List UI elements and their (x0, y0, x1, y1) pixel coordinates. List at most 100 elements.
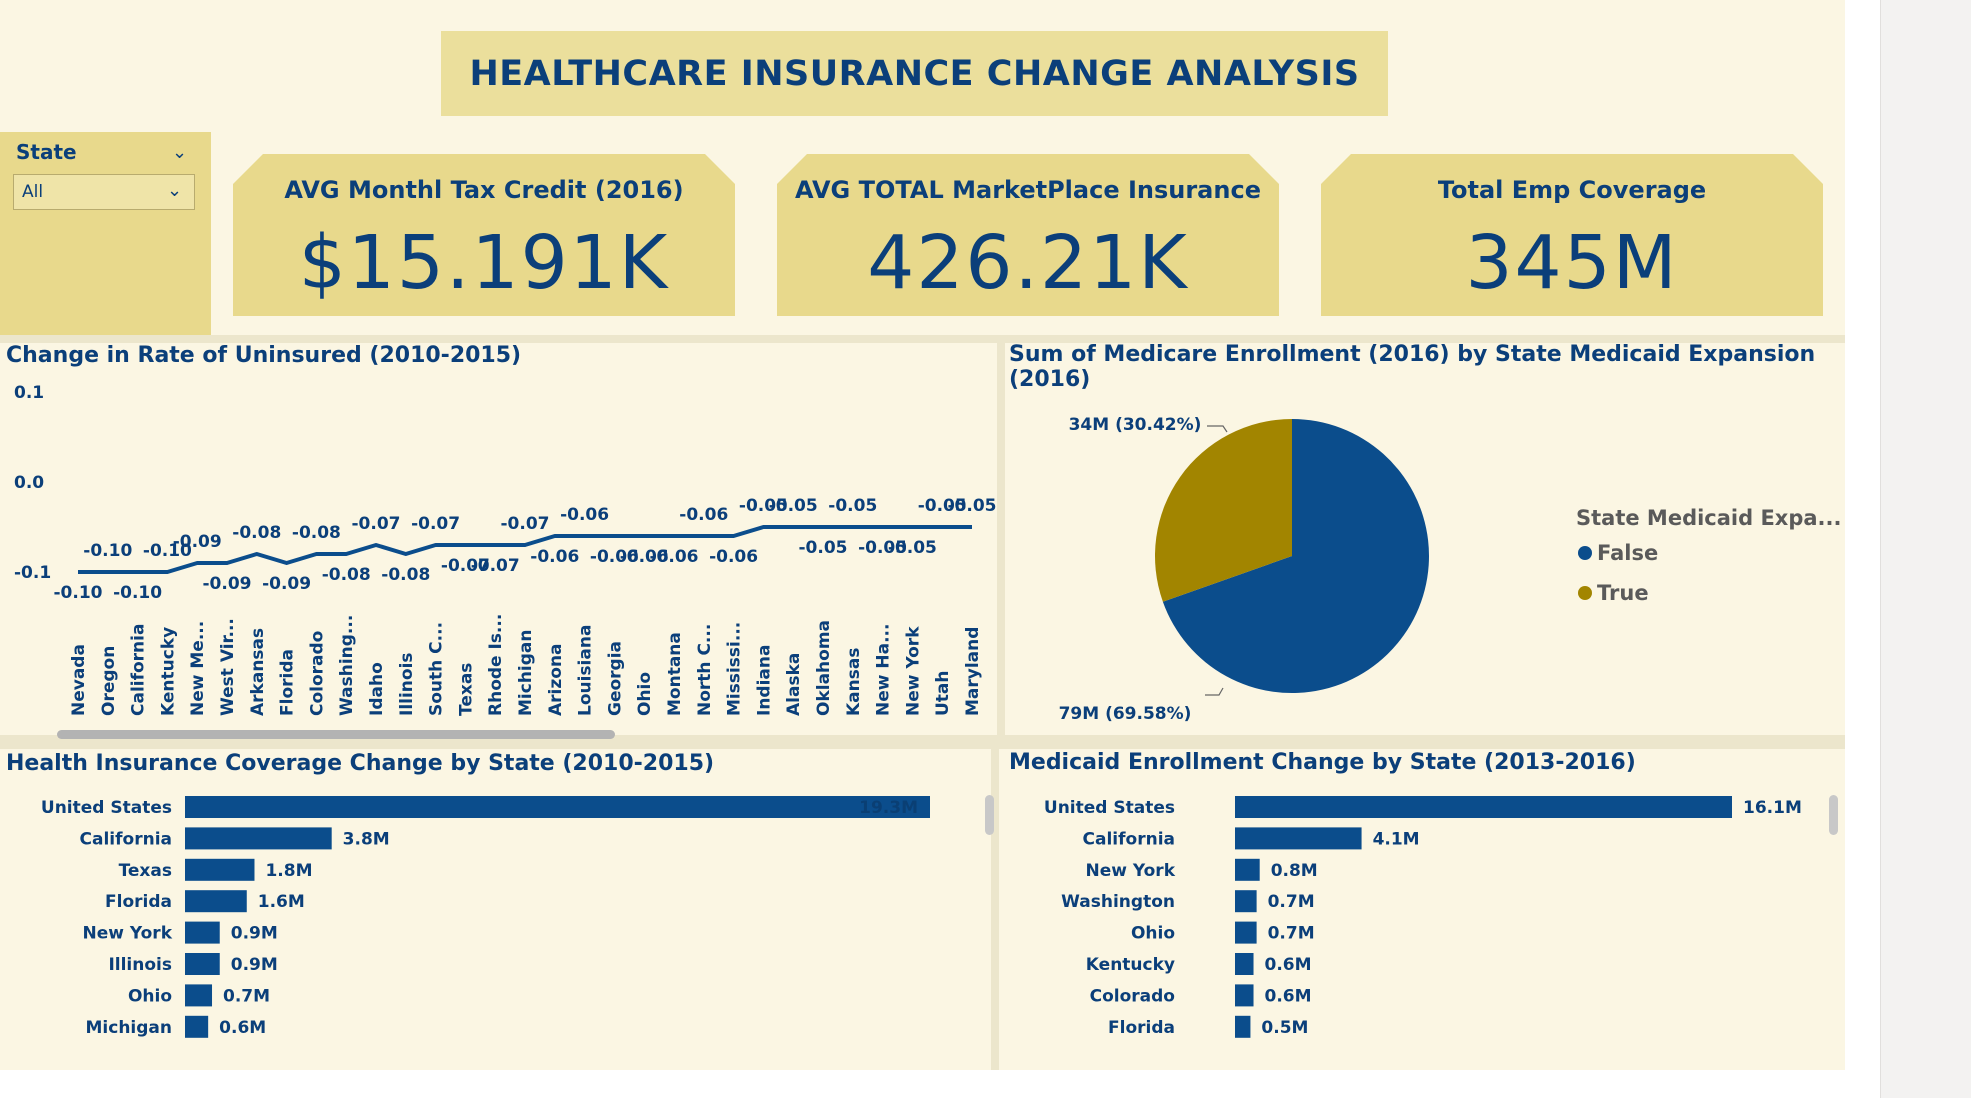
x-tick-label: Indiana (754, 645, 774, 716)
data-label: -0.06 (709, 547, 758, 567)
pie-slice (1155, 419, 1292, 602)
data-label: -0.08 (232, 523, 281, 543)
data-label: -0.05 (769, 496, 818, 516)
x-tick-label: North C... (695, 624, 715, 716)
y-tick-label: 0.0 (14, 473, 44, 493)
bar (1235, 890, 1257, 913)
x-tick-label: New Me... (188, 621, 208, 716)
divider (991, 745, 999, 1070)
kpi-label: AVG Monthl Tax Credit (2016) (284, 176, 684, 204)
horizontal-scrollbar[interactable] (57, 730, 615, 739)
divider (997, 340, 1005, 742)
bar-chart-medicaid-title: Medicaid Enrollment Change by State (201… (1009, 750, 1636, 775)
data-label: -0.10 (83, 541, 132, 561)
side-strip (1880, 0, 1971, 1098)
data-label: -0.06 (620, 547, 669, 567)
data-label: 0.9M (231, 924, 278, 944)
y-tick-label: 0.1 (14, 383, 44, 403)
data-label: -0.05 (858, 538, 907, 558)
kpi-value: $15.191K (298, 220, 670, 306)
data-label: 16.1M (1743, 798, 1802, 818)
data-label: -0.05 (799, 538, 848, 558)
legend-dot (1578, 586, 1592, 600)
bar-chart-medicaid[interactable]: United States 16.1M California 4.1M New York… (1005, 790, 1830, 1065)
x-tick-label: New York (903, 626, 923, 716)
data-label: -0.08 (292, 523, 341, 543)
category-label: New York (83, 924, 173, 944)
legend-title: State Medicaid Expa... (1576, 506, 1841, 530)
data-label: -0.10 (113, 583, 162, 603)
x-tick-label: California (129, 624, 149, 716)
data-label: -0.05 (918, 496, 967, 516)
data-label: 0.8M (1271, 861, 1318, 881)
bar (185, 953, 220, 975)
bar (1235, 796, 1732, 818)
kpi-value: 426.21K (867, 220, 1189, 306)
x-tick-label: Idaho (367, 662, 387, 716)
pie-chart[interactable]: 79M (69.58%) 34M (30.42%) State Medicaid E… (1005, 370, 1845, 735)
bar (185, 890, 247, 913)
x-tick-label: Louisiana (576, 625, 596, 716)
data-label: -0.07 (501, 514, 550, 534)
x-tick-label: Ohio (635, 672, 655, 716)
data-label: -0.05 (888, 538, 937, 558)
divider (0, 335, 1845, 343)
x-tick-label: Arizona (546, 643, 566, 716)
chevron-down-icon[interactable]: ⌄ (172, 142, 188, 163)
kpi-label: AVG TOTAL MarketPlace Insurance (795, 176, 1261, 204)
bar (1235, 1015, 1251, 1038)
kpi-card-marketplace[interactable]: AVG TOTAL MarketPlace Insurance 426.21K (777, 154, 1279, 316)
bar-chart-coverage-title: Health Insurance Coverage Change by Stat… (6, 751, 715, 776)
legend-dot (1578, 546, 1592, 560)
data-label: 0.7M (223, 986, 270, 1006)
x-tick-label: Alaska (784, 653, 804, 716)
category-label: Colorado (1090, 986, 1175, 1006)
data-label: -0.06 (650, 547, 699, 567)
vertical-scrollbar[interactable] (985, 795, 994, 835)
data-label: -0.05 (739, 496, 788, 516)
data-label: -0.06 (560, 505, 609, 525)
data-label: 0.5M (1261, 1018, 1308, 1038)
bar-chart-coverage[interactable]: United States 19.3M California 3.8M Texas 1.8… (0, 790, 985, 1065)
x-tick-label: Oregon (99, 646, 119, 716)
state-dropdown[interactable]: All ⌄ (13, 174, 195, 210)
x-tick-label: Washing... (337, 615, 357, 716)
line-chart[interactable]: 0.10.0-0.1-0.10-0.10-0.10-0.10-0.09-0.09… (0, 370, 1000, 740)
data-label: -0.06 (679, 505, 728, 525)
category-label: New York (1086, 861, 1176, 881)
kpi-value: 345M (1465, 220, 1679, 306)
series-line (78, 525, 972, 574)
data-label: -0.09 (262, 574, 311, 594)
category-label: Michigan (86, 1018, 173, 1038)
x-tick-label: Illinois (397, 652, 417, 716)
data-label: 0.7M (1268, 924, 1315, 944)
report-canvas: HEALTHCARE INSURANCE CHANGE ANALYSIS Sta… (0, 0, 1845, 1070)
data-label: -0.06 (590, 547, 639, 567)
kpi-card-tax-credit[interactable]: AVG Monthl Tax Credit (2016) $15.191K (233, 154, 735, 316)
state-slicer[interactable]: State ⌄ All ⌄ (0, 132, 211, 342)
state-dropdown-value: All (22, 182, 44, 202)
kpi-card-emp-coverage[interactable]: Total Emp Coverage 345M (1321, 154, 1823, 316)
category-label: Ohio (128, 986, 172, 1006)
x-tick-label: West Vir... (218, 618, 238, 716)
data-label: -0.08 (381, 565, 430, 585)
vertical-scrollbar[interactable] (1829, 795, 1838, 835)
chevron-down-icon[interactable]: ⌄ (167, 180, 183, 201)
x-tick-label: Arkansas (248, 628, 268, 716)
data-label: -0.07 (411, 514, 460, 534)
bar (1235, 984, 1254, 1007)
bar (185, 796, 930, 818)
bar (1235, 827, 1362, 850)
pie-slice (1162, 419, 1429, 693)
data-label: -0.07 (471, 556, 520, 576)
data-label: -0.07 (441, 556, 490, 576)
category-label: Florida (1108, 1018, 1175, 1038)
category-label: United States (41, 798, 172, 818)
bar (185, 921, 220, 944)
category-label: Ohio (1131, 924, 1175, 944)
data-label: 0.9M (231, 955, 278, 975)
data-label: -0.09 (173, 532, 222, 552)
data-label: 0.6M (1265, 955, 1312, 975)
data-label: -0.10 (143, 541, 192, 561)
category-label: Illinois (108, 955, 172, 975)
